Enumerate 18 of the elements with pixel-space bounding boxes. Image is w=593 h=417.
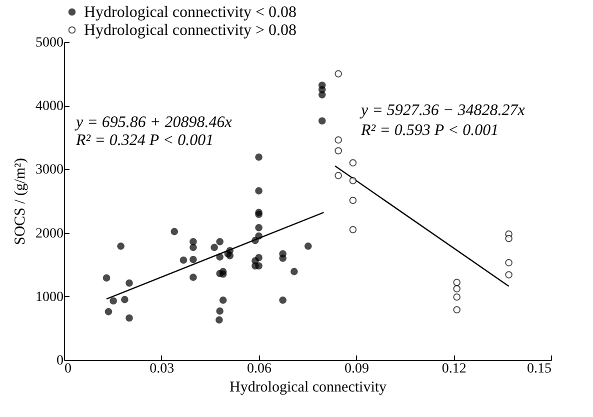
legend-label: Hydrological connectivity > 0.08 xyxy=(84,22,297,39)
x-tick-label: 0.15 xyxy=(527,362,552,376)
y-tick-label: 1000 xyxy=(36,290,64,305)
y-tick-label: 4000 xyxy=(36,99,64,114)
x-tick-label: 0.09 xyxy=(344,362,369,376)
annotation: R² = 0.593 P < 0.001 xyxy=(360,122,499,139)
legend-label: Hydrological connectivity < 0.08 xyxy=(84,4,297,21)
annotation: y = 5927.36 − 34828.27x xyxy=(359,102,525,119)
y-axis-title: SOCS / (g/m²) xyxy=(12,158,28,246)
y-tick-label: 3000 xyxy=(36,162,64,178)
x-tick-label: 0.03 xyxy=(150,362,174,376)
y-tick-label: 5000 xyxy=(36,36,64,50)
annotation: y = 695.86 + 20898.46x xyxy=(74,114,232,131)
y-tick-label: 2000 xyxy=(36,226,64,242)
annotation: R² = 0.324 P < 0.001 xyxy=(75,132,214,149)
x-tick-label: 0.12 xyxy=(442,362,466,376)
x-axis-title: Hydrological connectivity xyxy=(229,380,388,396)
x-tick-label: 0.06 xyxy=(247,362,272,376)
